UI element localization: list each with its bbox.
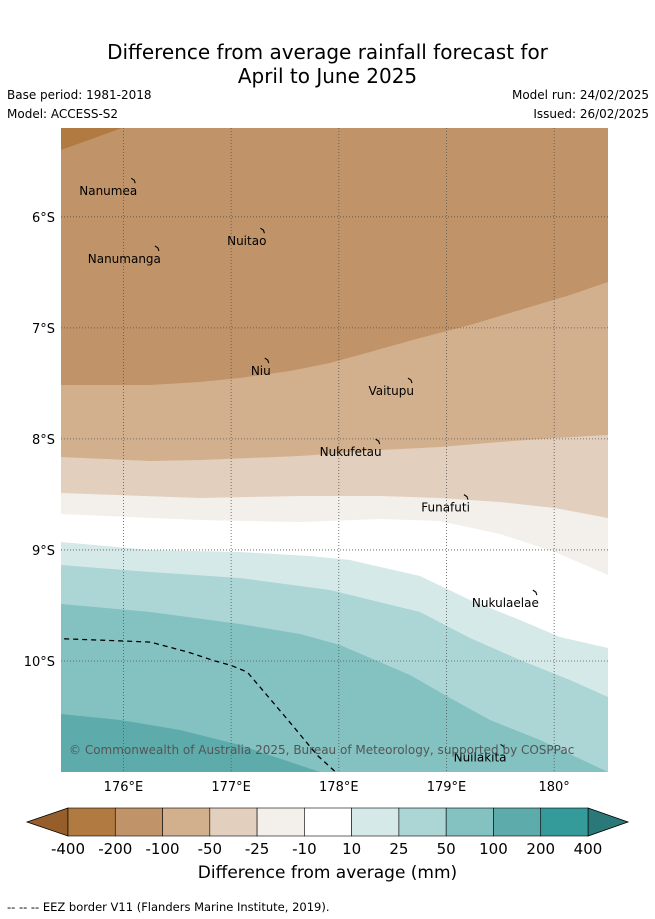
- title-line-1: Difference from average rainfall forecas…: [107, 40, 548, 64]
- colorbar-tick-label: -25: [245, 840, 270, 858]
- colorbar-over-arrow: [587, 807, 630, 837]
- lat-tick-label: 7°S: [32, 322, 55, 337]
- contour-fills: [61, 128, 608, 772]
- colorbar-swatch: [304, 807, 352, 837]
- colorbar-tick-label: -10: [292, 840, 317, 858]
- issued-date: Issued: 26/02/2025: [533, 107, 649, 121]
- island-outline: [130, 177, 136, 184]
- island-outline: [375, 438, 381, 445]
- footer-note: -- -- -- EEZ border V11 (Flanders Marine…: [7, 900, 330, 914]
- fill-brown-mid: [61, 128, 608, 385]
- island-label: Nukulaelae: [472, 596, 539, 610]
- colorbar-tick-label: 50: [437, 840, 456, 858]
- island-outline: [500, 744, 506, 750]
- map-title: Difference from average rainfall forecas…: [0, 40, 655, 88]
- lon-tick-label: 176°E: [104, 780, 144, 795]
- colorbar-tick-label: 10: [342, 840, 361, 858]
- colorbar-tick-label: 200: [526, 840, 555, 858]
- lon-tick-label: 178°E: [319, 780, 359, 795]
- island-label: Nanumanga: [88, 252, 161, 266]
- colorbar-swatch: [67, 807, 116, 837]
- colorbar-tick-label: 100: [479, 840, 508, 858]
- fill-brown-dark: [61, 128, 122, 150]
- colorbar-swatch: [256, 807, 305, 837]
- fill-teal-3: [61, 604, 608, 772]
- base-period: Base period: 1981-2018: [7, 88, 152, 102]
- lat-tick-label: 8°S: [32, 433, 55, 448]
- island-label: Nukufetau: [320, 445, 382, 459]
- colorbar-swatch: [209, 807, 258, 837]
- copyright-note: © Commonwealth of Australia 2025, Bureau…: [69, 743, 574, 757]
- model-run: Model run: 24/02/2025: [511, 88, 649, 102]
- island-outline: [154, 245, 160, 252]
- island-label: Niu: [251, 364, 271, 378]
- colorbar-swatch: [493, 807, 542, 837]
- lon-tick-label: 177°E: [211, 780, 251, 795]
- lat-tick-label: 9°S: [32, 544, 55, 559]
- colorbar-tick-label: -200: [98, 840, 132, 858]
- graticule: [61, 128, 608, 772]
- eez-border: [64, 638, 337, 773]
- colorbar-label: Difference from average (mm): [197, 863, 458, 883]
- island-label: Nuilakita: [454, 750, 507, 764]
- colorbar-tick-label: -400: [51, 840, 85, 858]
- colorbar-swatch: [540, 807, 589, 837]
- colorbar-tick-label: -50: [198, 840, 223, 858]
- colorbar: -400 -200 -100 -50 -25 -10 10 25 50 100 200 400: [25, 807, 630, 858]
- colorbar-swatch: [162, 807, 211, 837]
- colorbar-tick-label: 25: [389, 840, 408, 858]
- colorbar-swatch: [114, 807, 163, 837]
- colorbar-under-arrow: [25, 807, 69, 837]
- island-outline: [463, 494, 469, 500]
- island-outline: [407, 377, 413, 384]
- fill-teal-4: [61, 714, 320, 772]
- colorbar-swatch: [351, 807, 400, 837]
- colorbar-swatch: [445, 807, 494, 837]
- colorbar-tick-label: -100: [146, 840, 180, 858]
- lon-tick-label: 179°E: [427, 780, 467, 795]
- model-name: Model: ACCESS-S2: [7, 107, 119, 121]
- colorbar-tick-label: 400: [574, 840, 603, 858]
- island-outline: [532, 589, 538, 596]
- island-outline: [260, 227, 265, 234]
- colorbar-swatch: [398, 807, 447, 837]
- island-label: Nuitao: [227, 234, 266, 248]
- island-outline: [264, 357, 270, 364]
- island-label: Vaitupu: [368, 384, 414, 398]
- island-label: Nanumea: [79, 184, 137, 198]
- title-line-2: April to June 2025: [237, 64, 418, 88]
- lat-tick-label: 10°S: [24, 655, 55, 670]
- eez-border-line: [64, 638, 337, 773]
- lon-tick-label: 180°: [538, 780, 569, 795]
- axis-tick-labels: 176°E 177°E 178°E 179°E 180° 6°S 7°S 8°S 9°S 10°S: [24, 211, 570, 795]
- island-label: Funafuti: [421, 501, 470, 515]
- lat-tick-label: 6°S: [32, 211, 55, 226]
- island-labels: Nanumea Nuitao Nanumanga Niu Vaitupu Nukufeta…: [79, 177, 539, 764]
